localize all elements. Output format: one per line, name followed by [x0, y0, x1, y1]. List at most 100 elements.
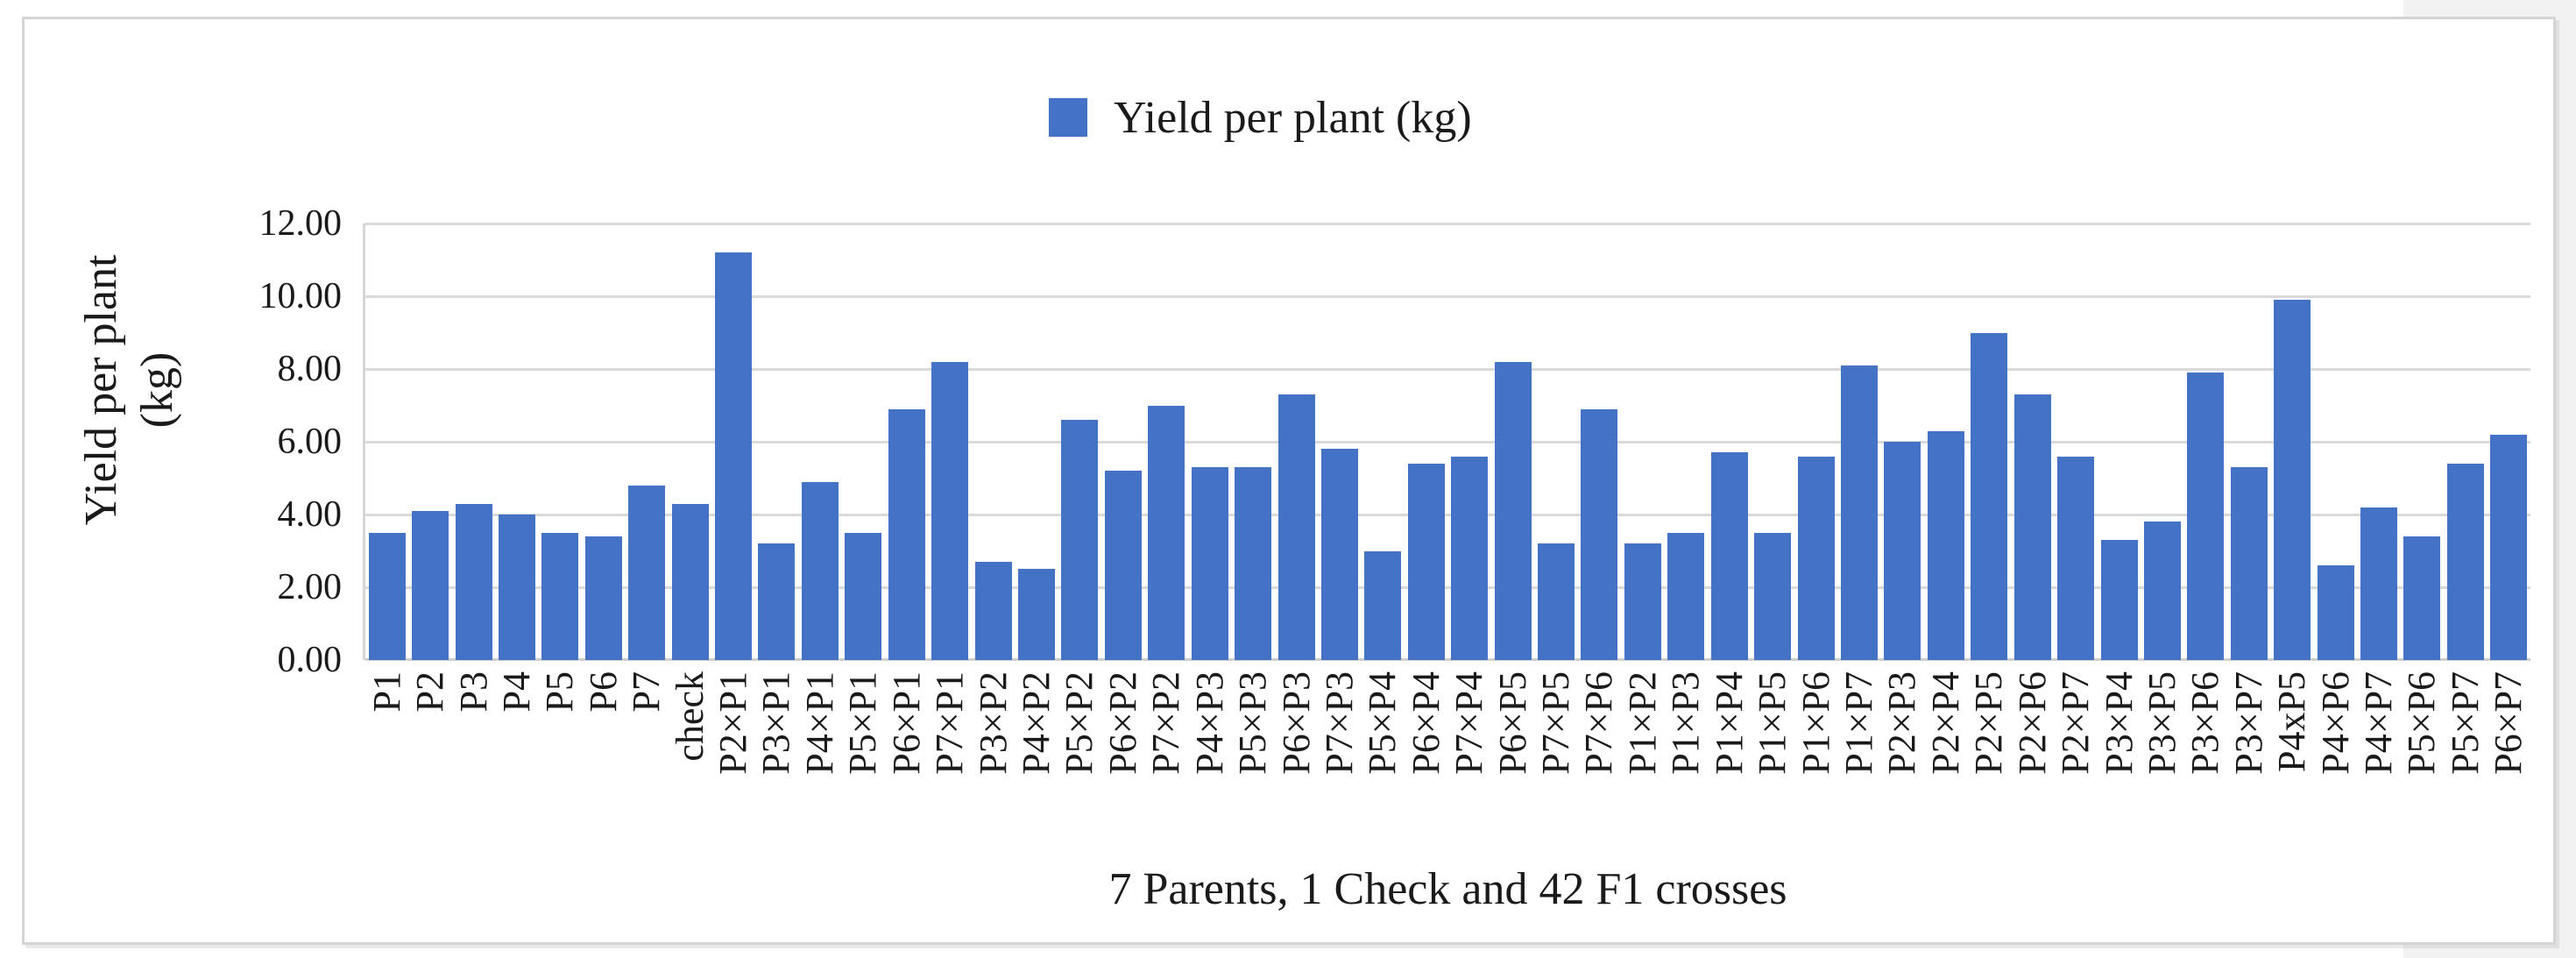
bar-P7×P1: [931, 361, 969, 660]
x-tick-label-text: P3×P7: [2226, 671, 2270, 775]
bar-P1×P5: [1754, 532, 1792, 660]
x-tick-label-text: P6×P4: [1404, 671, 1447, 775]
x-tick-label-text: P7: [625, 671, 669, 713]
x-tick-label-text: P7×P6: [1577, 671, 1621, 775]
x-tick-label-text: P3×P6: [2183, 671, 2227, 775]
bar-P4×P6: [2317, 565, 2354, 660]
gridline: [365, 586, 2530, 589]
x-tick-label-text: P5×P1: [841, 671, 885, 775]
gridline: [365, 368, 2530, 371]
bar-P6×P1: [888, 408, 925, 660]
y-tick-label: 0.00: [277, 640, 343, 680]
x-tick-label-text: P7×P5: [1534, 671, 1578, 775]
x-tick-label-text: P4×P2: [1015, 671, 1058, 775]
x-tick-label-text: P2×P1: [711, 671, 755, 775]
bar-P7×P3: [1320, 449, 1358, 660]
y-tick-label: 6.00: [277, 422, 343, 462]
bar-P3: [455, 503, 492, 660]
x-tick-label-text: P1×P4: [1707, 671, 1751, 775]
x-tick-label-text: P7×P1: [928, 671, 972, 775]
y-tick-label: 4.00: [277, 494, 343, 535]
gridline: [365, 514, 2530, 516]
bar-P3×P7: [2230, 467, 2268, 660]
bar-P4×P2: [1018, 569, 1055, 660]
bar-P1×P2: [1624, 543, 1661, 660]
bar-P1×P7: [1840, 365, 1878, 660]
bar-P3×P1: [758, 543, 796, 660]
x-tick-label-text: P7×P3: [1317, 671, 1361, 775]
bar-P5×P4: [1364, 550, 1402, 660]
x-tick-label-text: P2: [408, 671, 452, 713]
bar-P2×P4: [1927, 430, 1964, 660]
y-axis-title-line1: Yield per plant: [76, 254, 126, 526]
x-axis-line: [365, 658, 2530, 661]
bar-P5: [541, 532, 579, 660]
x-tick-label-text: P6×P3: [1274, 671, 1318, 775]
bar-P7: [628, 485, 666, 660]
bar-P6×P7: [2490, 434, 2528, 660]
bar-P4xP5: [2274, 300, 2311, 660]
x-tick-label-text: P6×P7: [2487, 671, 2530, 775]
x-tick-label-text: P6×P1: [884, 671, 928, 775]
x-tick-label-text: P5: [538, 671, 582, 713]
bar-P5×P3: [1235, 467, 1272, 660]
x-tick-label-text: P5×P3: [1231, 671, 1275, 775]
legend: Yield per plant (kg): [1049, 92, 1472, 143]
x-tick-label-text: P2×P3: [1880, 671, 1924, 775]
bar-P5×P6: [2403, 536, 2441, 660]
x-tick-label-text: P1×P2: [1620, 671, 1664, 775]
x-tick-label-text: P4×P3: [1187, 671, 1231, 775]
bar-P2×P3: [1884, 442, 1921, 660]
bar-P6: [584, 536, 622, 660]
gridline: [365, 295, 2530, 298]
x-tick-label-text: P7×P2: [1144, 671, 1188, 775]
bar-P4: [498, 514, 535, 660]
x-tick-label-text: P1×P7: [1836, 671, 1880, 775]
x-tick-label-text: P2×P5: [1967, 671, 2011, 775]
x-tick-label-text: P2×P6: [2010, 671, 2054, 775]
y-tick-label: 10.00: [258, 276, 343, 316]
bar-P4×P3: [1191, 467, 1228, 660]
x-tick-label-text: P4×P1: [797, 671, 841, 775]
x-tick-label-text: P3×P4: [2097, 671, 2141, 775]
x-tick-label-text: P6: [581, 671, 625, 713]
x-tick-label-text: P5×P4: [1361, 671, 1405, 775]
x-tick-label-text: P4×P7: [2357, 671, 2401, 775]
bar-P3×P6: [2187, 373, 2225, 660]
bar-P1: [368, 532, 406, 660]
x-tick-label-text: P1×P5: [1751, 671, 1794, 775]
y-axis-line: [363, 224, 365, 660]
x-axis-title: 7 Parents, 1 Check and 42 F1 crosses: [1108, 864, 1787, 914]
x-tick-label-text: P1×P6: [1794, 671, 1837, 775]
bar-P5×P1: [845, 532, 882, 660]
gridline: [365, 223, 2530, 225]
x-tick-label-text: P5×P6: [2400, 671, 2444, 775]
bar-P5×P2: [1061, 420, 1099, 660]
bar-P2×P1: [715, 252, 753, 660]
x-tick-label-text: P6×P2: [1100, 671, 1144, 775]
x-tick-label-text: P5×P7: [2443, 671, 2487, 775]
x-tick-label-text: P3×P1: [754, 671, 798, 775]
bar-P3×P5: [2143, 522, 2181, 660]
x-tick-label-text: P7×P4: [1447, 671, 1491, 775]
legend-label: Yield per plant (kg): [1114, 92, 1472, 143]
bar-P2×P7: [2057, 456, 2095, 660]
bar-P4×P7: [2360, 507, 2398, 660]
bar-P1×P6: [1797, 456, 1835, 660]
bar-P2: [412, 510, 449, 660]
x-tick-label-text: P4xP5: [2270, 671, 2314, 772]
y-tick-label: 12.00: [258, 203, 343, 244]
bar-P6×P5: [1494, 361, 1532, 660]
bar-P7×P6: [1581, 408, 1618, 660]
plot-area: [363, 223, 2530, 661]
x-tick-label-text: P2×P7: [2054, 671, 2098, 775]
bar-check: [671, 503, 709, 660]
x-tick-label-text: P3: [451, 671, 495, 713]
x-tick-label-text: P4: [494, 671, 538, 713]
y-tick-label: 8.00: [277, 349, 343, 389]
x-tick-label-text: P3×P5: [2140, 671, 2183, 775]
x-tick-label-text: P1: [364, 671, 408, 713]
bar-P2×P5: [1971, 332, 2008, 660]
x-tick-label-text: P4×P6: [2313, 671, 2357, 775]
